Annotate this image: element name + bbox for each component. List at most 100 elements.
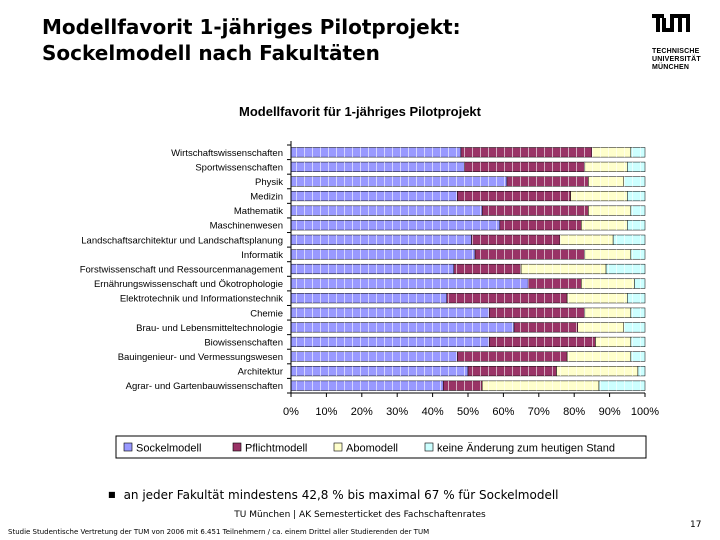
legend-box xyxy=(115,435,647,459)
x-tick-label: 50% xyxy=(457,406,479,418)
footer-text: TU München | AK Semesterticket des Fachs… xyxy=(234,510,486,520)
bar-segment-3-6 xyxy=(581,220,628,231)
bar-segment-3-1 xyxy=(591,147,632,158)
bar-segment-4-4 xyxy=(627,190,646,202)
x-tick-label: 70% xyxy=(528,406,550,418)
bar-segment-4-14 xyxy=(630,336,646,348)
category-label: Wirtschaftswissenschaften xyxy=(171,148,283,159)
bar-segment-1-4 xyxy=(290,190,458,202)
category-label: Medizin xyxy=(250,192,283,203)
logo-line-3: MÜNCHEN xyxy=(652,64,690,71)
bullet-point: ■ an jeder Fakultät mindestens 42,8 % bis… xyxy=(108,488,559,502)
bar-segment-2-12 xyxy=(488,307,586,318)
bar-segment-2-7 xyxy=(471,234,561,245)
x-tick-label: 0% xyxy=(283,406,299,418)
category-label: Chemie xyxy=(250,308,283,319)
bar-segment-3-14 xyxy=(595,336,632,348)
chart-title: Modellfavorit für 1-jähriges Pilotprojek… xyxy=(239,104,481,119)
bar-segment-4-8 xyxy=(630,249,646,260)
bar-segment-3-15 xyxy=(566,351,632,362)
bar-segment-1-11 xyxy=(290,293,448,304)
bar-segment-1-10 xyxy=(290,278,529,289)
category-label: Landschaftsarchitektur und Landschaftspl… xyxy=(81,235,283,246)
legend-label: Sockelmodell xyxy=(136,443,201,455)
bar-segment-1-7 xyxy=(290,234,472,245)
x-tick-label: 40% xyxy=(422,406,444,418)
bar-segment-4-5 xyxy=(630,205,646,216)
bar-segment-2-15 xyxy=(457,351,568,362)
legend-swatch xyxy=(232,442,242,452)
legend-swatch xyxy=(333,442,343,452)
bar-segment-3-2 xyxy=(584,161,628,172)
x-tick-label: 60% xyxy=(492,406,514,418)
bar-segment-3-10 xyxy=(581,278,635,289)
legend-swatch xyxy=(123,442,133,452)
bullet-icon: ■ xyxy=(108,490,116,499)
category-label: Informatik xyxy=(241,250,283,261)
bar-segment-4-9 xyxy=(605,263,646,275)
bar-segment-4-6 xyxy=(627,220,646,231)
bar-segment-4-3 xyxy=(623,176,646,187)
bar-segment-1-9 xyxy=(290,263,455,275)
x-tick-label: 100% xyxy=(631,406,659,418)
bar-segment-4-12 xyxy=(630,307,646,318)
bar-segment-1-16 xyxy=(290,366,469,377)
category-label: Forstwissenschaft und Ressourcenmanageme… xyxy=(80,265,284,276)
legend-swatch xyxy=(424,442,434,452)
category-label: Biowissenschaften xyxy=(204,337,283,348)
bar-segment-1-13 xyxy=(290,322,515,333)
bar-segment-2-17 xyxy=(442,380,483,391)
bar-segment-4-15 xyxy=(630,351,646,362)
bullet-text: an jeder Fakultät mindestens 42,8 % bis … xyxy=(123,488,559,502)
bar-segment-2-4 xyxy=(457,190,571,202)
bar-segment-4-16 xyxy=(637,366,646,377)
bar-segment-3-16 xyxy=(556,366,639,377)
bar-segment-1-8 xyxy=(290,249,476,260)
bar-segment-3-4 xyxy=(570,190,628,202)
tum-logo: TECHNISCHE UNIVERSITÄT MÜNCHEN xyxy=(652,14,708,72)
category-label: Mathematik xyxy=(234,206,283,217)
bar-segment-1-15 xyxy=(290,351,458,362)
bar-segment-2-3 xyxy=(506,176,589,187)
legend-label: Pflichtmodell xyxy=(245,443,307,455)
bar-segment-3-5 xyxy=(588,205,632,216)
footnote: Studie Studentische Vertretung der TUM v… xyxy=(8,528,430,536)
bar-segment-2-6 xyxy=(499,220,582,231)
x-tick-label: 30% xyxy=(386,406,408,418)
bar-segment-2-11 xyxy=(446,293,568,304)
bar-segment-1-14 xyxy=(290,336,490,348)
slide-title-line2: Sockelmodell nach Fakultäten xyxy=(42,41,380,65)
bar-segment-3-8 xyxy=(584,249,632,260)
category-label: Agrar- und Gartenbauwissenschaften xyxy=(126,381,283,392)
bar-segment-1-12 xyxy=(290,307,490,318)
bar-segment-1-2 xyxy=(290,161,465,172)
bar-segment-2-13 xyxy=(513,322,578,333)
bar-segment-2-14 xyxy=(488,336,596,348)
bar-segment-4-10 xyxy=(634,278,646,289)
bar-segment-1-6 xyxy=(290,220,501,231)
bar-segment-4-11 xyxy=(627,293,646,304)
bar-segment-1-5 xyxy=(290,205,483,216)
bar-segment-4-7 xyxy=(612,234,646,245)
category-label: Brau- und Lebensmitteltechnologie xyxy=(136,323,283,334)
x-tick-label: 80% xyxy=(563,406,585,418)
bar-segment-4-2 xyxy=(627,161,646,172)
category-label: Ernährungswissenschaft und Ökotrophologi… xyxy=(94,279,283,290)
logo-line-1: TECHNISCHE xyxy=(652,48,700,55)
bar-segment-4-17 xyxy=(598,380,646,391)
bar-segment-4-1 xyxy=(630,147,646,158)
x-tick-label: 20% xyxy=(351,406,373,418)
legend-label: keine Änderung zum heutigen Stand xyxy=(437,443,615,455)
bar-segment-3-9 xyxy=(520,263,607,275)
category-label: Maschinenwesen xyxy=(210,221,283,232)
slide-title-line1: Modellfavorit 1-jähriges Pilotprojekt: xyxy=(42,15,461,39)
category-label: Elektrotechnik und Informationstechnik xyxy=(120,294,283,305)
bar-segment-3-17 xyxy=(481,380,600,391)
bar-segment-3-7 xyxy=(559,234,614,245)
category-label: Architektur xyxy=(238,367,283,378)
bar-segment-3-12 xyxy=(584,307,632,318)
slide-title: Modellfavorit 1-jähriges Pilotprojekt: S… xyxy=(42,14,602,66)
bar-segment-2-16 xyxy=(467,366,557,377)
bar-segment-3-13 xyxy=(577,322,625,333)
category-label: Bauingenieur- und Vermessungswesen xyxy=(118,352,283,363)
